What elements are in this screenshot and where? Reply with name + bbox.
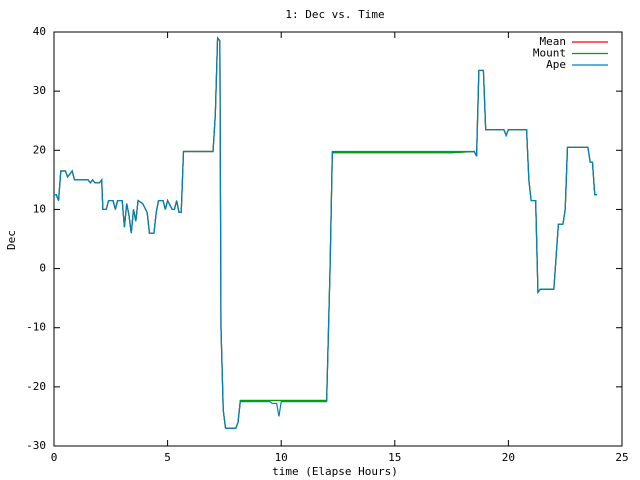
plot-border <box>53 31 623 447</box>
y-tick-label: 10 <box>33 202 46 215</box>
series-line <box>54 36 598 429</box>
y-tick-label: -20 <box>26 380 46 393</box>
y-tick-label: 0 <box>39 262 46 275</box>
legend-label: Ape <box>546 58 566 71</box>
y-tick-label: -30 <box>26 439 46 452</box>
y-tick-label: 20 <box>33 143 46 156</box>
x-tick-label: 25 <box>615 451 628 464</box>
y-axis-label: Dec <box>5 230 18 250</box>
x-tick-label: 15 <box>388 451 401 464</box>
x-tick-label: 0 <box>51 451 58 464</box>
x-tick-label: 5 <box>164 451 171 464</box>
x-axis-label: time (Elapse Hours) <box>272 465 398 478</box>
x-tick-label: 20 <box>502 451 515 464</box>
chart-title: 1: Dec vs. Time <box>285 8 384 21</box>
y-tick-label: -10 <box>26 321 46 334</box>
y-tick-label: 40 <box>33 25 46 38</box>
legend-label: Mount <box>533 47 566 60</box>
x-tick-label: 10 <box>275 451 288 464</box>
legend-label: Mean <box>540 35 567 48</box>
y-tick-label: 30 <box>33 84 46 97</box>
